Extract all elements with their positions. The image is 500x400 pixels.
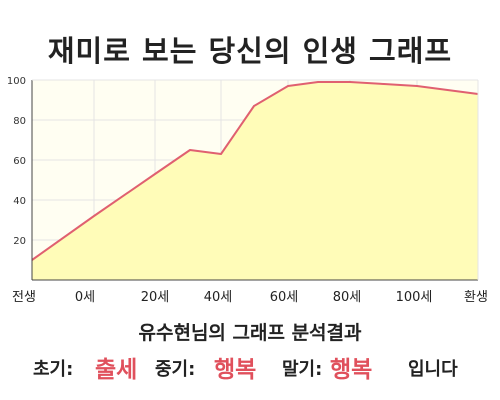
early-label: 초기: xyxy=(33,359,74,380)
y-tick-label-60: 60 xyxy=(13,156,26,167)
x-tick-label-7: 환생 xyxy=(464,290,488,305)
life-line xyxy=(31,81,479,261)
analysis-title: 유수현님의 그래프 분석결과 xyxy=(138,322,362,344)
data-point-7 xyxy=(317,81,319,83)
data-point-2 xyxy=(154,173,156,175)
y-tick-label-80: 80 xyxy=(13,116,26,127)
data-point-6 xyxy=(287,85,289,87)
middle-label: 중기: xyxy=(155,359,196,380)
life-area-fill xyxy=(32,82,478,280)
y-tick-label-40: 40 xyxy=(13,196,26,207)
late-label: 말기: xyxy=(282,359,323,380)
data-point-10 xyxy=(416,85,418,87)
middle-value: 행복 xyxy=(214,357,257,383)
data-point-9 xyxy=(383,83,385,85)
x-tick-label-4: 60세 xyxy=(270,290,299,305)
x-tick-label-3: 40세 xyxy=(204,290,233,305)
page-title: 재미로 보는 당신의 인생 그래프 xyxy=(47,34,453,68)
x-tick-label-2: 20세 xyxy=(141,290,170,305)
data-point-1 xyxy=(93,215,95,217)
closing-text: 입니다 xyxy=(408,359,458,380)
data-point-3 xyxy=(189,149,191,151)
data-point-8 xyxy=(349,81,351,83)
early-value: 출세 xyxy=(95,357,138,383)
late-value: 행복 xyxy=(330,357,373,383)
analysis-result-row: 초기: 출세 중기: 행복 말기: 행복 입니다 xyxy=(0,350,500,383)
x-tick-label-5: 80세 xyxy=(333,290,362,305)
x-tick-label-0: 전생 xyxy=(12,290,36,305)
x-tick-label-6: 100세 xyxy=(396,290,433,305)
y-tick-label-100: 100 xyxy=(7,76,26,87)
x-tick-label-1: 0세 xyxy=(75,290,95,305)
y-tick-label-20: 20 xyxy=(13,236,26,247)
data-point-5 xyxy=(253,105,255,107)
data-point-4 xyxy=(220,153,222,155)
